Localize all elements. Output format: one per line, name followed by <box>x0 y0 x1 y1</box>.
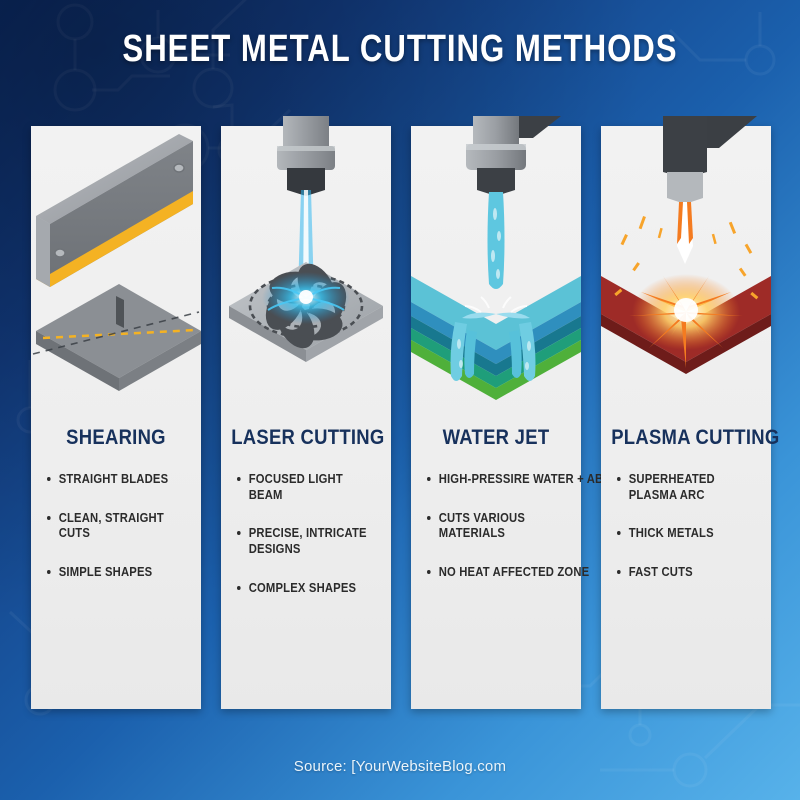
shearing-blade-illustration <box>31 116 201 416</box>
card-laser-cutting[interactable]: LASER CUTTING FOCUSED LIGHT BEAM PRECISE… <box>221 116 391 709</box>
bullet-list-shearing: STRAIGHT BLADES CLEAN, STRAIGHT CUTS SIM… <box>31 472 201 581</box>
list-item: STRAIGHT BLADES <box>47 472 186 488</box>
cards-row: SHEARING STRAIGHT BLADES CLEAN, STRAIGHT… <box>31 116 780 709</box>
card-title-shearing: SHEARING <box>66 426 166 449</box>
card-body-plasma-cutting: PLASMA CUTTING SUPERHEATED PLASMA ARC TH… <box>601 426 780 604</box>
bullet-list-water-jet: HIGH-PRESSIRE WATER + ABRSAIVES CUTS VAR… <box>411 472 654 581</box>
list-item: SIMPLE SHAPES <box>47 565 186 581</box>
list-item: FAST CUTS <box>617 565 756 581</box>
card-body-water-jet: WATER JET HIGH-PRESSIRE WATER + ABRSAIVE… <box>411 426 654 604</box>
water-jet-nozzle-illustration <box>411 116 581 416</box>
card-body-shearing: SHEARING STRAIGHT BLADES CLEAN, STRAIGHT… <box>31 426 201 604</box>
list-item: NO HEAT AFFECTED ZONE <box>427 565 589 581</box>
card-body-laser-cutting: LASER CUTTING FOCUSED LIGHT BEAM PRECISE… <box>221 426 391 619</box>
list-item: HIGH-PRESSIRE WATER + ABRSAIVES <box>427 472 654 488</box>
card-title-water-jet: WATER JET <box>442 426 550 449</box>
source-credit: Source: [YourWebsiteBlog.com <box>293 758 507 775</box>
card-plasma-cutting[interactable]: PLASMA CUTTING SUPERHEATED PLASMA ARC TH… <box>601 116 780 709</box>
list-item: PRECISE, INTRICATE DESIGNS <box>237 526 376 557</box>
card-shearing[interactable]: SHEARING STRAIGHT BLADES CLEAN, STRAIGHT… <box>31 126 201 709</box>
bullet-list-plasma-cutting: SUPERHEATED PLASMA ARC THICK METALS FAST… <box>601 472 771 581</box>
list-item: FOCUSED LIGHT BEAM <box>237 472 376 503</box>
laser-nozzle-illustration <box>221 116 391 416</box>
list-item: CUTS VARIOUS MATERIALS <box>427 511 566 542</box>
list-item: CLEAN, STRAIGHT CUTS <box>47 511 186 542</box>
list-item: SUPERHEATED PLASMA ARC <box>617 472 756 503</box>
card-title-plasma-cutting: PLASMA CUTTING <box>611 426 780 449</box>
bullet-list-laser-cutting: FOCUSED LIGHT BEAM PRECISE, INTRICATE DE… <box>221 472 391 596</box>
list-item: COMPLEX SHAPES <box>237 581 376 597</box>
page-title: SHEET METAL CUTTING METHODS <box>122 28 678 70</box>
card-water-jet[interactable]: WATER JET HIGH-PRESSIRE WATER + ABRSAIVE… <box>411 116 654 709</box>
plasma-torch-illustration <box>601 116 771 416</box>
list-item: THICK METALS <box>617 526 756 542</box>
card-title-laser-cutting: LASER CUTTING <box>231 426 385 449</box>
